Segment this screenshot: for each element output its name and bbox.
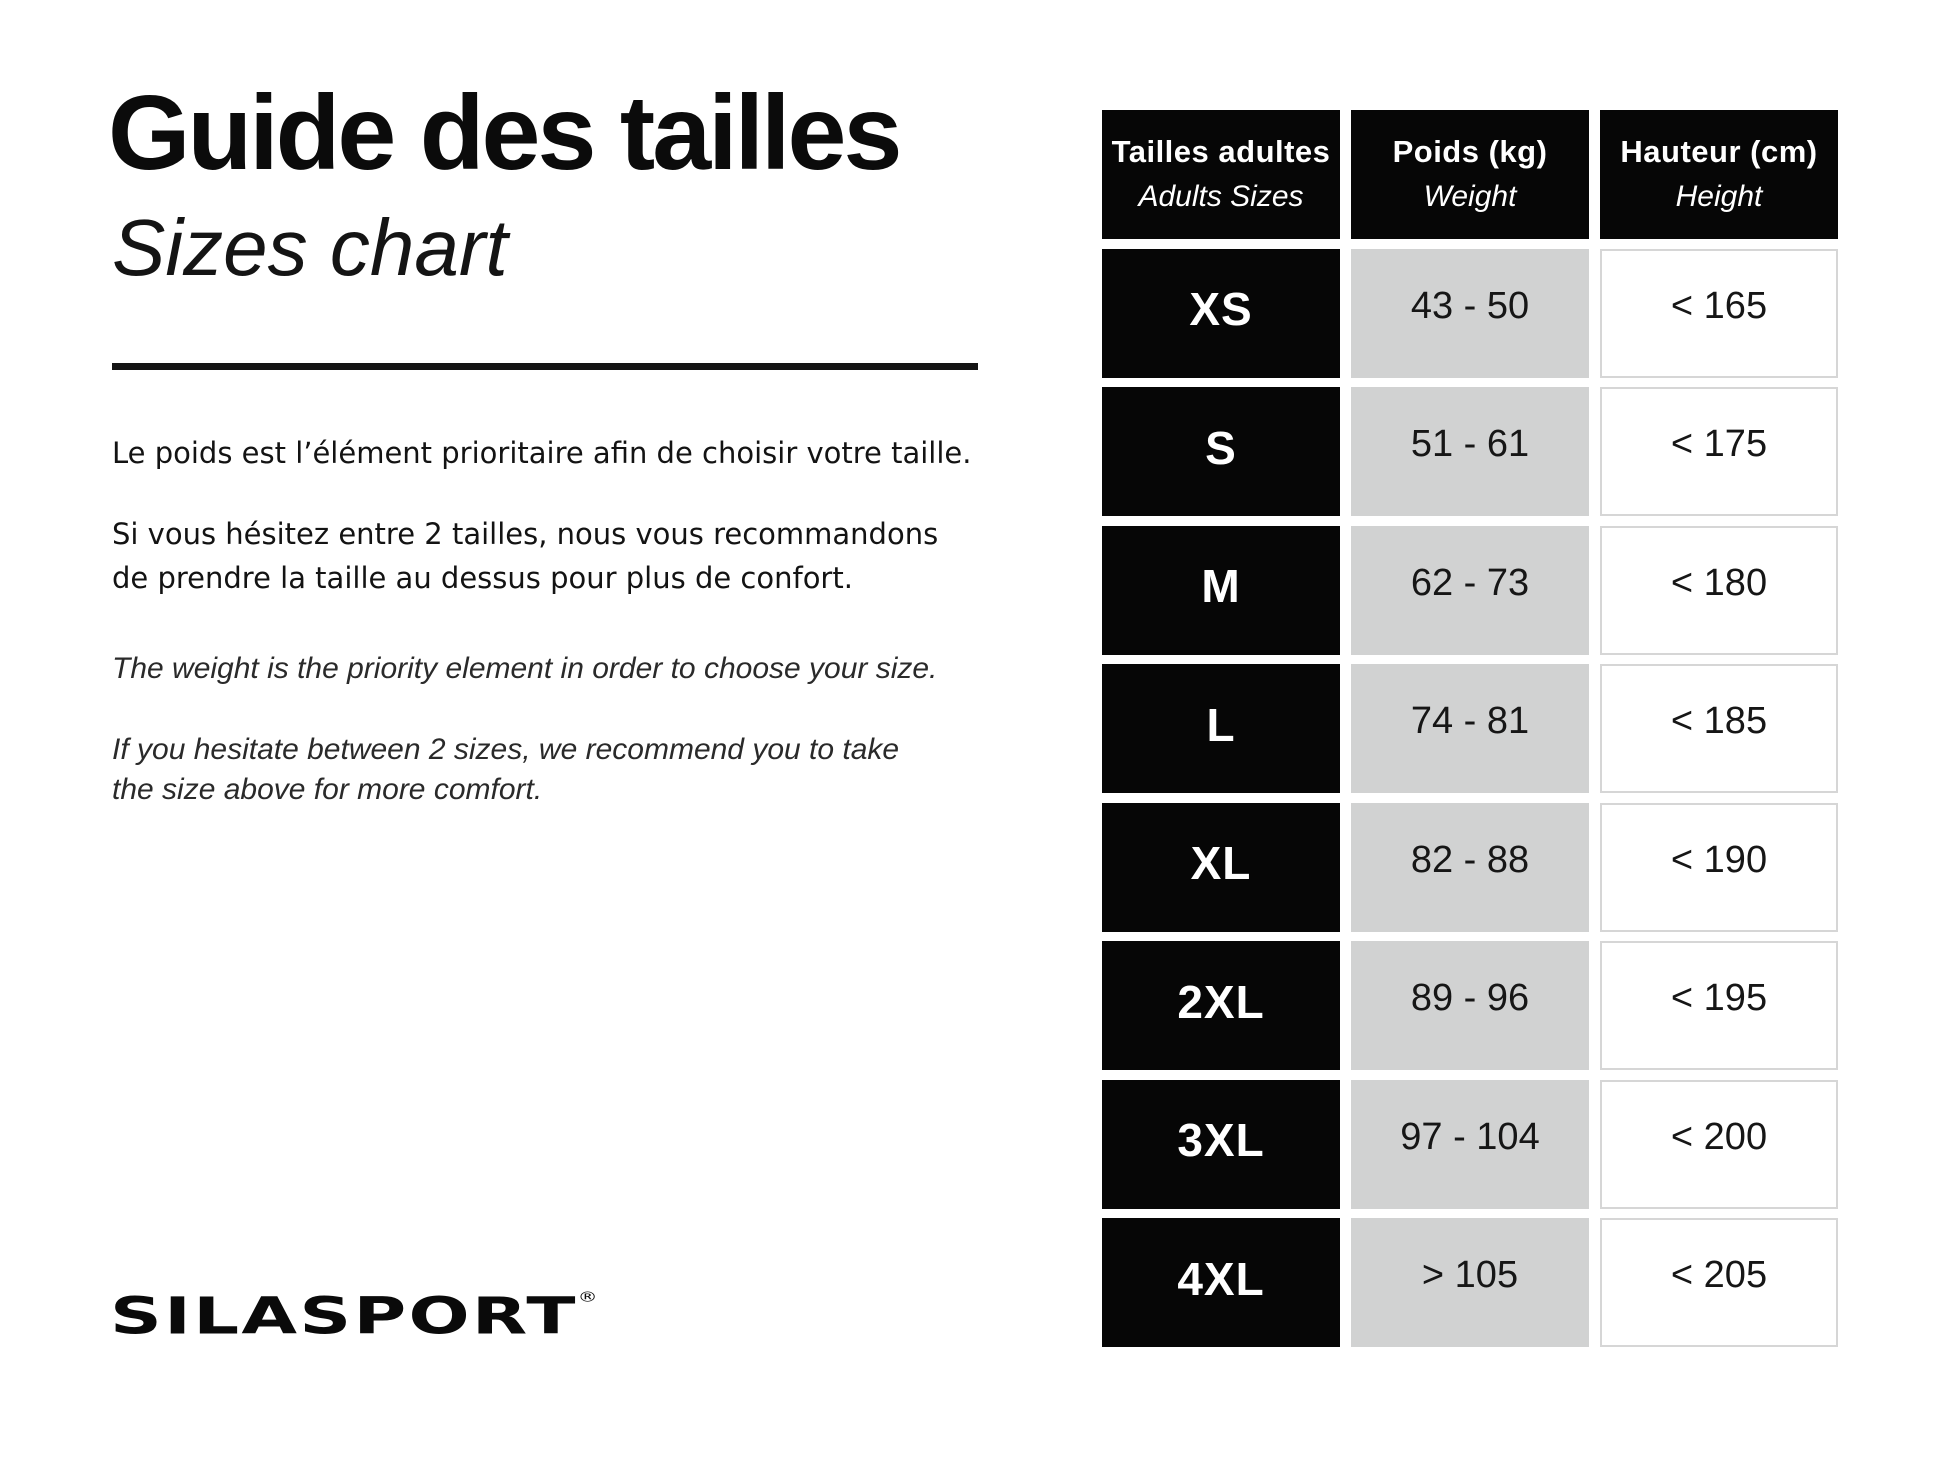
intro-french-paragraph-2-line-1: Si vous hésitez entre 2 tailles, nous vo… bbox=[112, 517, 939, 551]
intro-french-paragraph-1: Le poids est l’élément prioritaire afin … bbox=[112, 436, 972, 470]
registered-trademark-mark: ® bbox=[577, 1289, 598, 1306]
silasport-logo: SILASPORT® bbox=[110, 1286, 598, 1346]
weight-range-3xl: 97 - 104 bbox=[1351, 1079, 1589, 1209]
size-chart-table: Tailles adultes Adults Sizes Poids (kg) … bbox=[1102, 110, 1838, 1347]
weight-range-s: 51 - 61 bbox=[1351, 387, 1589, 516]
column-header-weight-english: Weight bbox=[1423, 179, 1517, 213]
height-range-4xl: < 205 bbox=[1600, 1218, 1838, 1347]
page-title-french: Guide des tailles bbox=[108, 74, 902, 192]
height-range-s: < 175 bbox=[1600, 387, 1838, 516]
weight-range-2xl: 89 - 96 bbox=[1351, 941, 1589, 1070]
column-header-sizes-english: Adults Sizes bbox=[1138, 179, 1304, 213]
intro-french-paragraph-2: Si vous hésitez entre 2 tailles, nous vo… bbox=[112, 512, 938, 600]
height-range-3xl: < 200 bbox=[1600, 1079, 1838, 1209]
silasport-logo-text: SILASPORT bbox=[110, 1286, 578, 1346]
height-range-xl: < 190 bbox=[1600, 802, 1838, 932]
height-range-m: < 180 bbox=[1600, 525, 1838, 655]
column-header-height-french: Hauteur (cm) bbox=[1620, 133, 1818, 169]
column-header-sizes: Tailles adultes Adults Sizes bbox=[1102, 110, 1340, 239]
weight-range-l: 74 - 81 bbox=[1351, 664, 1589, 793]
intro-french-paragraph-2-line-2: de prendre la taille au dessus pour plus… bbox=[112, 561, 853, 595]
intro-english-paragraph-1: The weight is the priority element in or… bbox=[112, 652, 938, 685]
weight-range-m: 62 - 73 bbox=[1351, 525, 1589, 655]
column-header-height: Hauteur (cm) Height bbox=[1600, 110, 1838, 239]
intro-english-paragraph-2: If you hesitate between 2 sizes, we reco… bbox=[112, 730, 899, 810]
weight-range-4xl: > 105 bbox=[1351, 1218, 1589, 1347]
title-divider-rule bbox=[112, 363, 978, 370]
column-header-weight-french: Poids (kg) bbox=[1392, 133, 1548, 169]
weight-range-xl: 82 - 88 bbox=[1351, 802, 1589, 932]
intro-english-paragraph-2-line-2: the size above for more comfort. bbox=[112, 773, 543, 806]
page-title-english: Sizes chart bbox=[112, 203, 508, 292]
weight-range-xs: 43 - 50 bbox=[1351, 248, 1589, 378]
column-header-sizes-french: Tailles adultes bbox=[1111, 133, 1331, 169]
intro-english-paragraph-2-line-1: If you hesitate between 2 sizes, we reco… bbox=[112, 733, 900, 766]
height-range-xs: < 165 bbox=[1600, 248, 1838, 378]
size-label-xl: XL bbox=[1102, 802, 1340, 932]
size-label-4xl: 4XL bbox=[1102, 1218, 1340, 1347]
column-header-weight: Poids (kg) Weight bbox=[1351, 110, 1589, 239]
size-label-l: L bbox=[1102, 664, 1340, 793]
height-range-l: < 185 bbox=[1600, 664, 1838, 793]
size-label-3xl: 3XL bbox=[1102, 1079, 1340, 1209]
height-range-2xl: < 195 bbox=[1600, 941, 1838, 1070]
column-header-height-english: Height bbox=[1675, 179, 1763, 213]
size-label-xs: XS bbox=[1102, 248, 1340, 378]
size-label-s: S bbox=[1102, 387, 1340, 516]
size-label-m: M bbox=[1102, 525, 1340, 655]
size-label-2xl: 2XL bbox=[1102, 941, 1340, 1070]
